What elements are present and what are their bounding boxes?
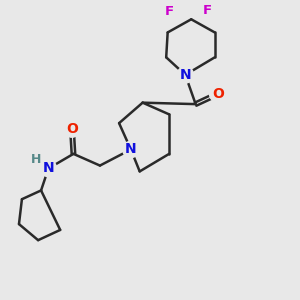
Circle shape: [40, 160, 57, 177]
Text: H: H: [31, 153, 41, 166]
Circle shape: [64, 121, 80, 137]
Text: O: O: [66, 122, 78, 136]
Text: F: F: [165, 5, 174, 19]
Circle shape: [177, 67, 194, 83]
Text: O: O: [212, 87, 224, 101]
Text: N: N: [179, 68, 191, 82]
Circle shape: [123, 141, 139, 158]
Circle shape: [209, 86, 226, 102]
Text: N: N: [125, 142, 137, 157]
Text: N: N: [43, 161, 54, 176]
Text: F: F: [203, 4, 212, 17]
